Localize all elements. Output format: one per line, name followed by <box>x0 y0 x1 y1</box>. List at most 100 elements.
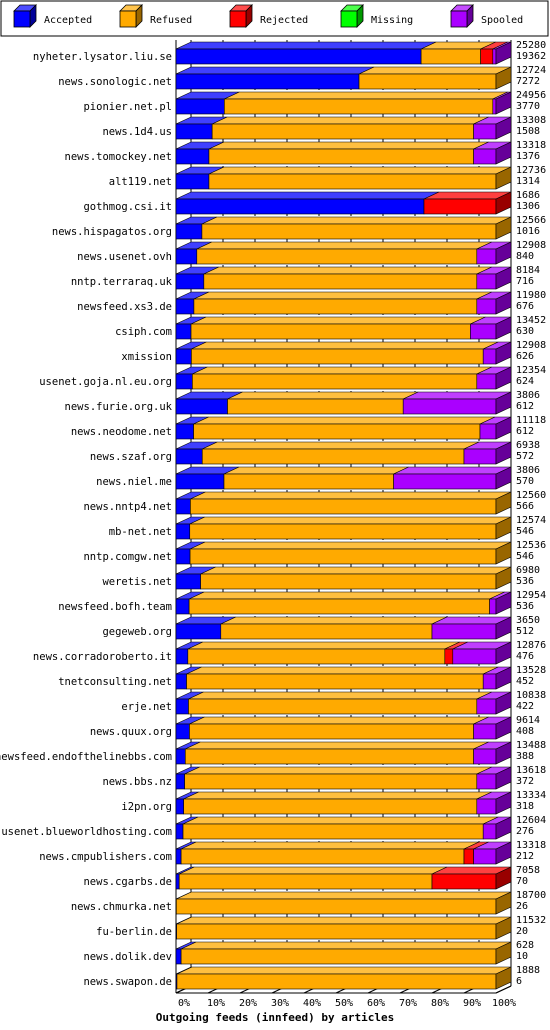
offered-count-label: 12908 <box>516 340 546 351</box>
bar-row <box>175 391 512 415</box>
bar-refused <box>182 823 484 840</box>
bar-refused <box>201 448 465 465</box>
bar-spooled <box>431 623 497 640</box>
bar-spooled <box>476 298 497 315</box>
x-tick-label: 30% <box>271 998 289 1009</box>
bar-refused-side <box>495 491 512 515</box>
offered-count-label: 10838 <box>516 690 546 701</box>
accepted-count-label: 626 <box>516 351 534 362</box>
bar-row <box>175 691 512 715</box>
accepted-count-label: 6 <box>516 976 522 987</box>
accepted-count-label: 1376 <box>516 151 540 162</box>
x-tick-label: 50% <box>335 998 353 1009</box>
bar-spooled <box>452 648 497 665</box>
bar-row <box>175 91 512 115</box>
bar-refused <box>184 748 474 765</box>
bar-refused <box>203 273 478 290</box>
host-label: alt119.net <box>109 176 172 188</box>
bar-accepted <box>175 373 193 390</box>
bar-accepted <box>175 948 182 965</box>
bar-row <box>175 891 512 915</box>
bar-refused-side <box>495 66 512 90</box>
host-label: news.cgarbs.de <box>83 876 172 888</box>
bar-refused-top <box>179 866 448 875</box>
bar-refused-top <box>223 466 409 475</box>
bar-refused <box>193 298 478 315</box>
offered-count-label: 7058 <box>516 865 540 876</box>
host-label: news.usenet.ovh <box>77 251 172 263</box>
bar-row <box>175 641 512 665</box>
bar-accepted <box>175 673 187 690</box>
offered-count-label: 12724 <box>516 65 546 76</box>
bar-spooled-side <box>495 141 512 165</box>
host-label: xmission <box>121 351 172 363</box>
bar-rejected-side <box>495 191 512 215</box>
bar-refused-top <box>196 241 492 250</box>
accepted-count-label: 840 <box>516 251 534 262</box>
bar-spooled <box>470 323 497 340</box>
offered-count-label: 12574 <box>516 515 546 526</box>
host-label: mb-net.net <box>109 526 172 538</box>
bar-spooled <box>476 248 497 265</box>
offered-count-label: 13308 <box>516 115 546 126</box>
bar-refused-top <box>189 516 512 525</box>
bar-row <box>175 141 512 165</box>
accepted-count-label: 546 <box>516 551 534 562</box>
bar-spooled <box>402 398 497 415</box>
bar-row <box>175 566 512 590</box>
bar-spooled-side <box>495 466 512 490</box>
bar-refused-top <box>182 816 499 825</box>
bar-spooled <box>482 673 497 690</box>
bar-refused-top <box>208 166 512 175</box>
bar-spooled-side <box>495 816 512 840</box>
bar-row <box>175 841 512 865</box>
bar-spooled-side <box>495 116 512 140</box>
accepted-count-label: 716 <box>516 276 534 287</box>
bar-refused-top <box>176 891 512 900</box>
offered-count-label: 11118 <box>516 415 546 426</box>
bar-refused-top <box>192 366 492 375</box>
host-label: gothmog.csi.it <box>83 201 172 213</box>
bar-refused <box>224 98 494 115</box>
bar-spooled-side <box>495 441 512 465</box>
bar-spooled-side <box>495 616 512 640</box>
bar-row <box>175 316 512 340</box>
bar-refused <box>227 398 404 415</box>
bar-row <box>175 766 512 790</box>
offered-count-label: 3650 <box>516 615 540 626</box>
host-label: usenet.goja.nl.eu.org <box>39 376 172 388</box>
bar-accepted <box>175 698 189 715</box>
host-label: news.tomockey.net <box>65 151 172 163</box>
bar-refused-top <box>203 266 492 275</box>
bar-refused <box>176 973 497 990</box>
bar-row <box>175 191 512 215</box>
bar-accepted <box>175 73 360 90</box>
bar-spooled-side <box>495 691 512 715</box>
bar-accepted-top <box>175 41 437 50</box>
bar-refused-top <box>185 741 489 750</box>
accepted-count-label: 1016 <box>516 226 540 237</box>
accepted-count-label: 546 <box>516 526 534 537</box>
accepted-count-label: 1508 <box>516 126 540 137</box>
bar-row <box>175 241 512 265</box>
bar-row <box>175 741 512 765</box>
bar-rejected <box>444 648 454 665</box>
bar-refused <box>180 948 497 965</box>
bar-accepted <box>175 773 185 790</box>
host-label: gegeweb.org <box>102 626 172 638</box>
host-label: news.corradoroberto.it <box>33 651 172 663</box>
bar-refused-top <box>188 691 492 700</box>
legend-swatch-accepted <box>13 10 31 28</box>
offered-count-label: 3806 <box>516 465 540 476</box>
offered-count-label: 9614 <box>516 715 540 726</box>
bar-row <box>175 791 512 815</box>
bar-rejected <box>480 48 494 65</box>
accepted-count-label: 10 <box>516 951 528 962</box>
bar-refused-top <box>189 541 512 550</box>
bar-spooled-side <box>495 791 512 815</box>
host-label: nntp.comgw.net <box>83 551 172 563</box>
bar-spooled-side <box>495 91 512 115</box>
host-label: news.szaf.org <box>90 451 172 463</box>
